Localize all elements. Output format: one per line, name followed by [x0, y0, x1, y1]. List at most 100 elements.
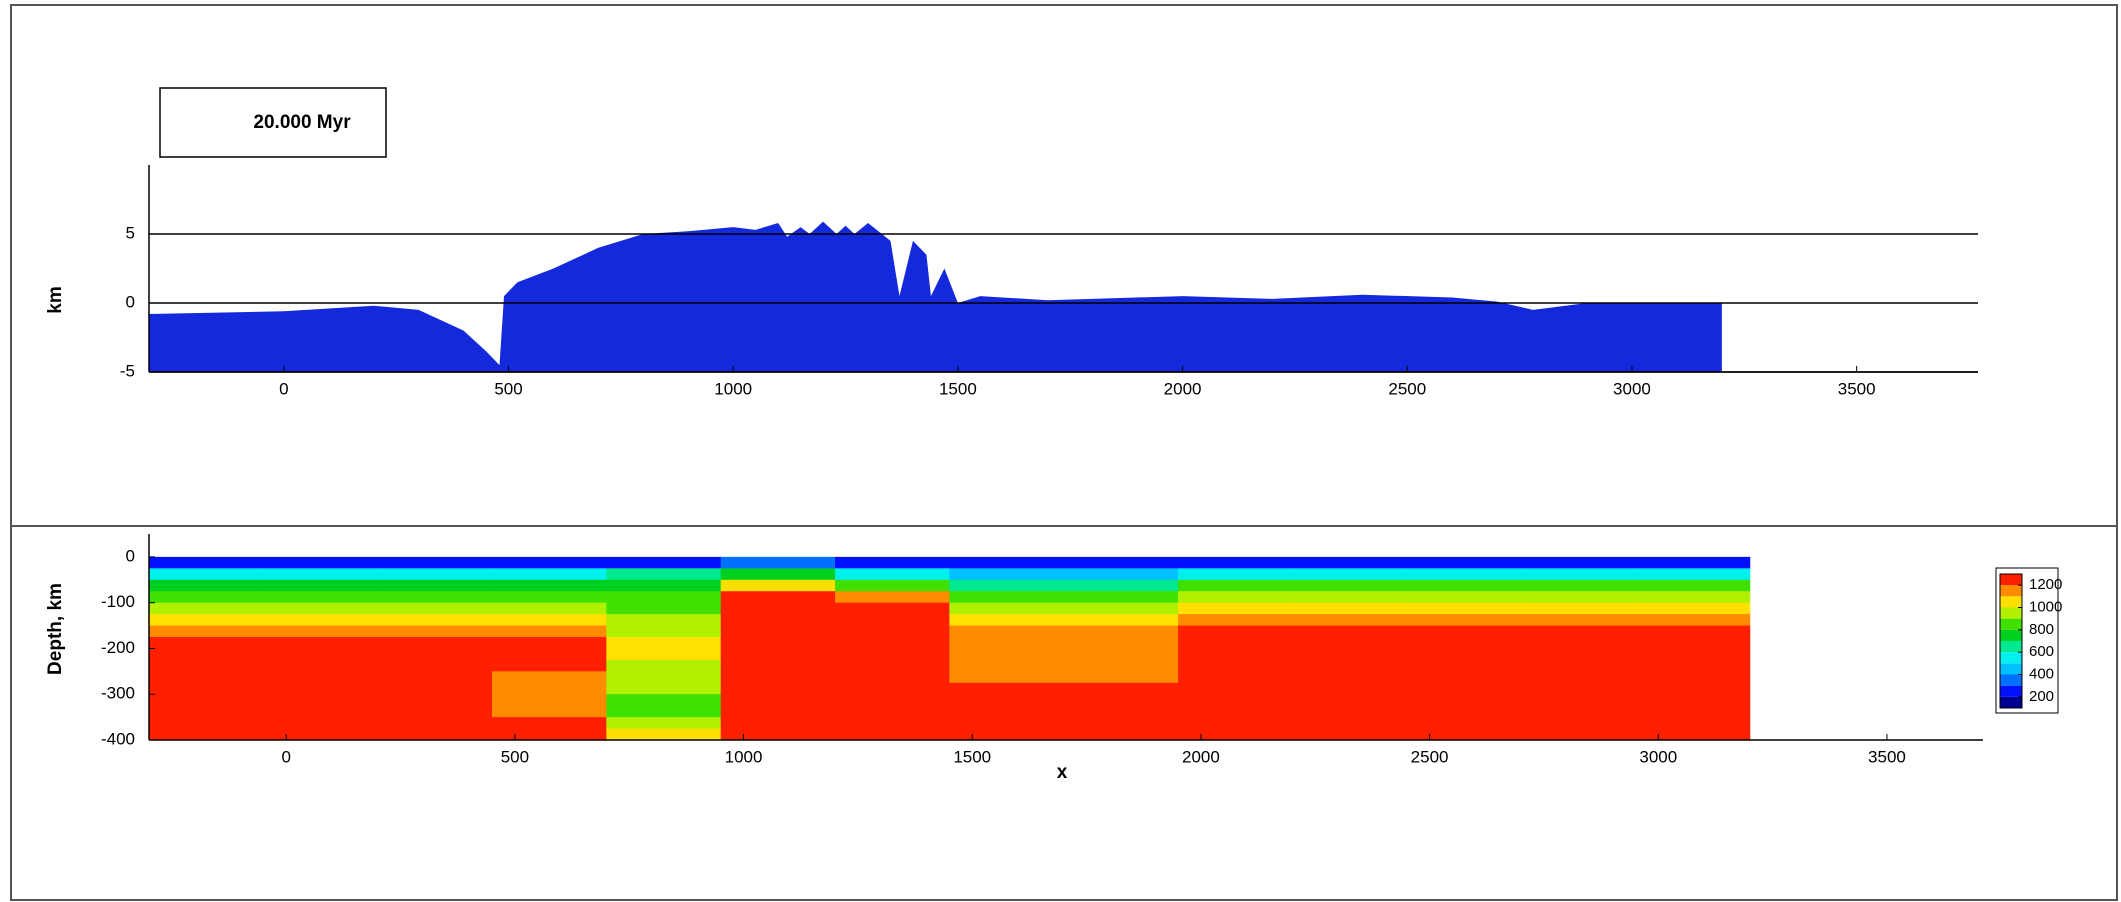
temperature-cell: [1521, 637, 1636, 649]
x-tick-label: 0: [281, 747, 290, 766]
temperature-cell: [606, 705, 722, 718]
temperature-cell: [1178, 637, 1293, 649]
temperature-cell: [835, 614, 950, 627]
temperature-cell: [149, 717, 264, 730]
colorbar-band: [2000, 585, 2022, 597]
temperature-cell: [377, 614, 493, 627]
temperature-cell: [835, 705, 950, 718]
temperature-cell: [949, 682, 1065, 695]
temperature-cell: [949, 602, 1065, 615]
x-tick-label: 500: [501, 747, 529, 766]
temperature-cell: [149, 659, 264, 672]
temperature-cell: [720, 568, 836, 581]
temperature-cell: [1292, 659, 1408, 672]
temperature-cell: [377, 728, 493, 741]
temperature-cell: [835, 648, 950, 661]
temperature-cell: [149, 648, 264, 661]
temperature-cell: [377, 637, 493, 649]
temperature-cell: [720, 591, 836, 604]
y-tick-label: -200: [101, 638, 135, 657]
temperature-cell: [492, 591, 607, 604]
temperature-cell: [377, 579, 493, 592]
temperature-cell: [606, 671, 722, 684]
temperature-cell: [1292, 568, 1408, 581]
temperature-cell: [1063, 648, 1179, 661]
temperature-cell: [1063, 705, 1179, 718]
colorbar-band: [2000, 696, 2022, 708]
x-tick-label: 3500: [1868, 747, 1906, 766]
temperature-cell: [263, 602, 379, 615]
colorbar-label: 200: [2029, 688, 2054, 705]
temperature-cell: [720, 659, 836, 672]
temperature-cell: [263, 568, 379, 581]
temperature-cell: [835, 728, 950, 741]
temperature-cell: [1635, 614, 1751, 627]
temperature-cell: [1406, 728, 1522, 741]
temperature-cell: [492, 648, 607, 661]
temperature-cell: [1292, 648, 1408, 661]
temperature-cell: [1178, 694, 1293, 707]
temperature-cell: [1292, 579, 1408, 592]
temperature-cell: [149, 568, 264, 581]
temperature-cell: [263, 556, 379, 569]
temperature-cell: [1292, 602, 1408, 615]
temperature-cell: [492, 728, 607, 741]
temperature-cell: [263, 625, 379, 638]
temperature-cell: [1178, 556, 1293, 569]
temperature-cell: [1406, 568, 1522, 581]
temperature-cell: [1063, 579, 1179, 592]
temperature-cell: [1406, 602, 1522, 615]
temperature-cell: [1406, 556, 1522, 569]
temperature-cell: [492, 705, 607, 718]
temperature-cell: [263, 648, 379, 661]
temperature-cell: [1063, 694, 1179, 707]
temperature-cell: [263, 591, 379, 604]
temperature-cell: [149, 625, 264, 638]
temperature-cell: [377, 602, 493, 615]
temperature-cell: [492, 694, 607, 707]
y-tick-label: -400: [101, 729, 135, 748]
temperature-cell: [377, 717, 493, 730]
temperature-cell: [1178, 728, 1293, 741]
time-label: 20.000 Myr: [253, 112, 351, 133]
temperature-cell: [1521, 717, 1636, 730]
temperature-cell: [492, 602, 607, 615]
temperature-cell: [263, 614, 379, 627]
x-tick-label: 500: [494, 379, 522, 398]
temperature-cell: [949, 728, 1065, 741]
temperature-cell: [263, 579, 379, 592]
temperature-cell: [1521, 648, 1636, 661]
temperature-cell: [1635, 671, 1751, 684]
temperature-cell: [949, 568, 1065, 581]
temperature-cell: [1178, 579, 1293, 592]
temperature-cell: [1063, 614, 1179, 627]
colorbar-band: [2000, 629, 2022, 641]
temperature-cell: [606, 659, 722, 672]
colorbar-band: [2000, 641, 2022, 653]
temperature-cell: [1406, 591, 1522, 604]
temperature-cell: [1635, 694, 1751, 707]
temperature-cell: [377, 682, 493, 695]
temperature-cell: [835, 659, 950, 672]
temperature-cell: [720, 625, 836, 638]
temperature-cell: [949, 659, 1065, 672]
y-axis-title: Depth, km: [45, 583, 66, 675]
x-tick-label: 3000: [1613, 379, 1651, 398]
temperature-cell: [263, 637, 379, 649]
temperature-cell: [1521, 705, 1636, 718]
temperature-cell: [606, 648, 722, 661]
temperature-cell: [263, 682, 379, 695]
temperature-cell: [606, 614, 722, 627]
colorbar-label: 600: [2029, 643, 2054, 660]
temperature-cell: [1292, 625, 1408, 638]
x-tick-label: 2000: [1164, 379, 1202, 398]
y-tick-label: -100: [101, 592, 135, 611]
y-tick-label: -300: [101, 684, 135, 703]
colorbar-label: 1000: [2029, 598, 2062, 615]
temperature-cell: [492, 579, 607, 592]
temperature-cell: [1406, 648, 1522, 661]
temperature-cell: [1521, 728, 1636, 741]
temperature-cell: [1406, 579, 1522, 592]
temperature-cell: [377, 591, 493, 604]
